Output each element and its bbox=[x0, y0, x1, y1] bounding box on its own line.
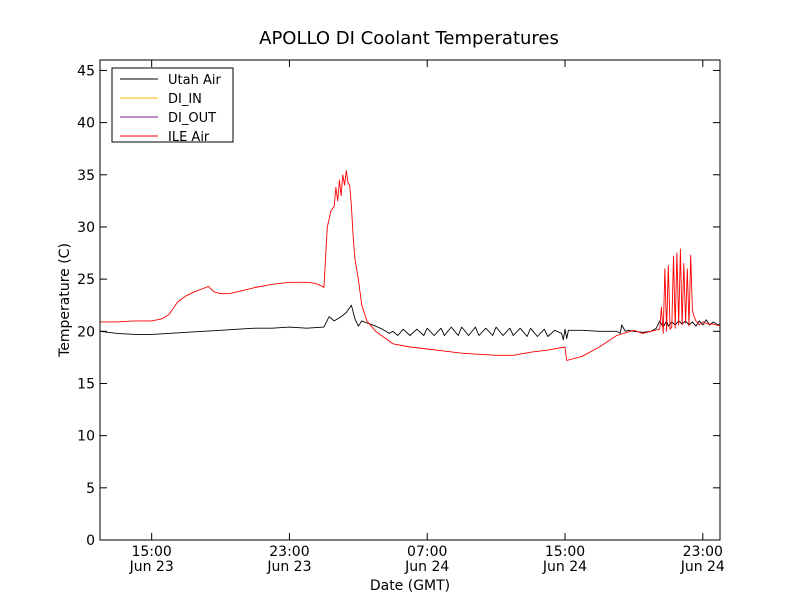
x-tick-date-label: Jun 24 bbox=[542, 559, 587, 575]
x-tick-date-label: Jun 23 bbox=[129, 559, 174, 575]
y-tick-label: 30 bbox=[77, 220, 95, 236]
legend-frame bbox=[111, 67, 234, 143]
x-tick-date-label: Jun 24 bbox=[680, 559, 725, 575]
y-tick-label: 0 bbox=[86, 533, 95, 549]
legend-entry: ILE Air bbox=[168, 130, 210, 145]
y-tick-label: 40 bbox=[77, 116, 95, 132]
y-tick-label: 25 bbox=[77, 272, 95, 288]
chart-title: APOLLO DI Coolant Temperatures bbox=[259, 28, 559, 49]
legend-entry: DI_IN bbox=[168, 92, 202, 107]
y-tick-label: 20 bbox=[77, 324, 95, 340]
y-tick-label: 15 bbox=[77, 376, 95, 392]
x-tick-time-label: 23:00 bbox=[269, 544, 309, 560]
x-tick-time-label: 15:00 bbox=[545, 544, 585, 560]
y-tick-label: 5 bbox=[86, 481, 95, 497]
y-tick-label: 35 bbox=[77, 168, 95, 184]
y-tick-label: 10 bbox=[77, 429, 95, 445]
legend-entry: Utah Air bbox=[168, 73, 221, 88]
y-tick-label: 45 bbox=[77, 63, 95, 79]
series-line-utah-air bbox=[99, 304, 721, 341]
plot-frame bbox=[99, 59, 721, 541]
legend: Utah Air DI_IN DI_OUT ILE Air bbox=[111, 67, 234, 145]
legend-entry: DI_OUT bbox=[168, 111, 216, 126]
y-axis-label: Temperature (C) bbox=[57, 243, 73, 358]
x-tick-time-label: 23:00 bbox=[683, 544, 723, 560]
x-axis-label: Date (GMT) bbox=[370, 578, 450, 594]
x-tick-date-label: Jun 24 bbox=[404, 559, 449, 575]
x-tick-time-label: 07:00 bbox=[407, 544, 447, 560]
x-tick-date-label: Jun 23 bbox=[266, 559, 311, 575]
series-line-ile-air bbox=[100, 170, 721, 361]
x-tick-time-label: 15:00 bbox=[131, 544, 171, 560]
